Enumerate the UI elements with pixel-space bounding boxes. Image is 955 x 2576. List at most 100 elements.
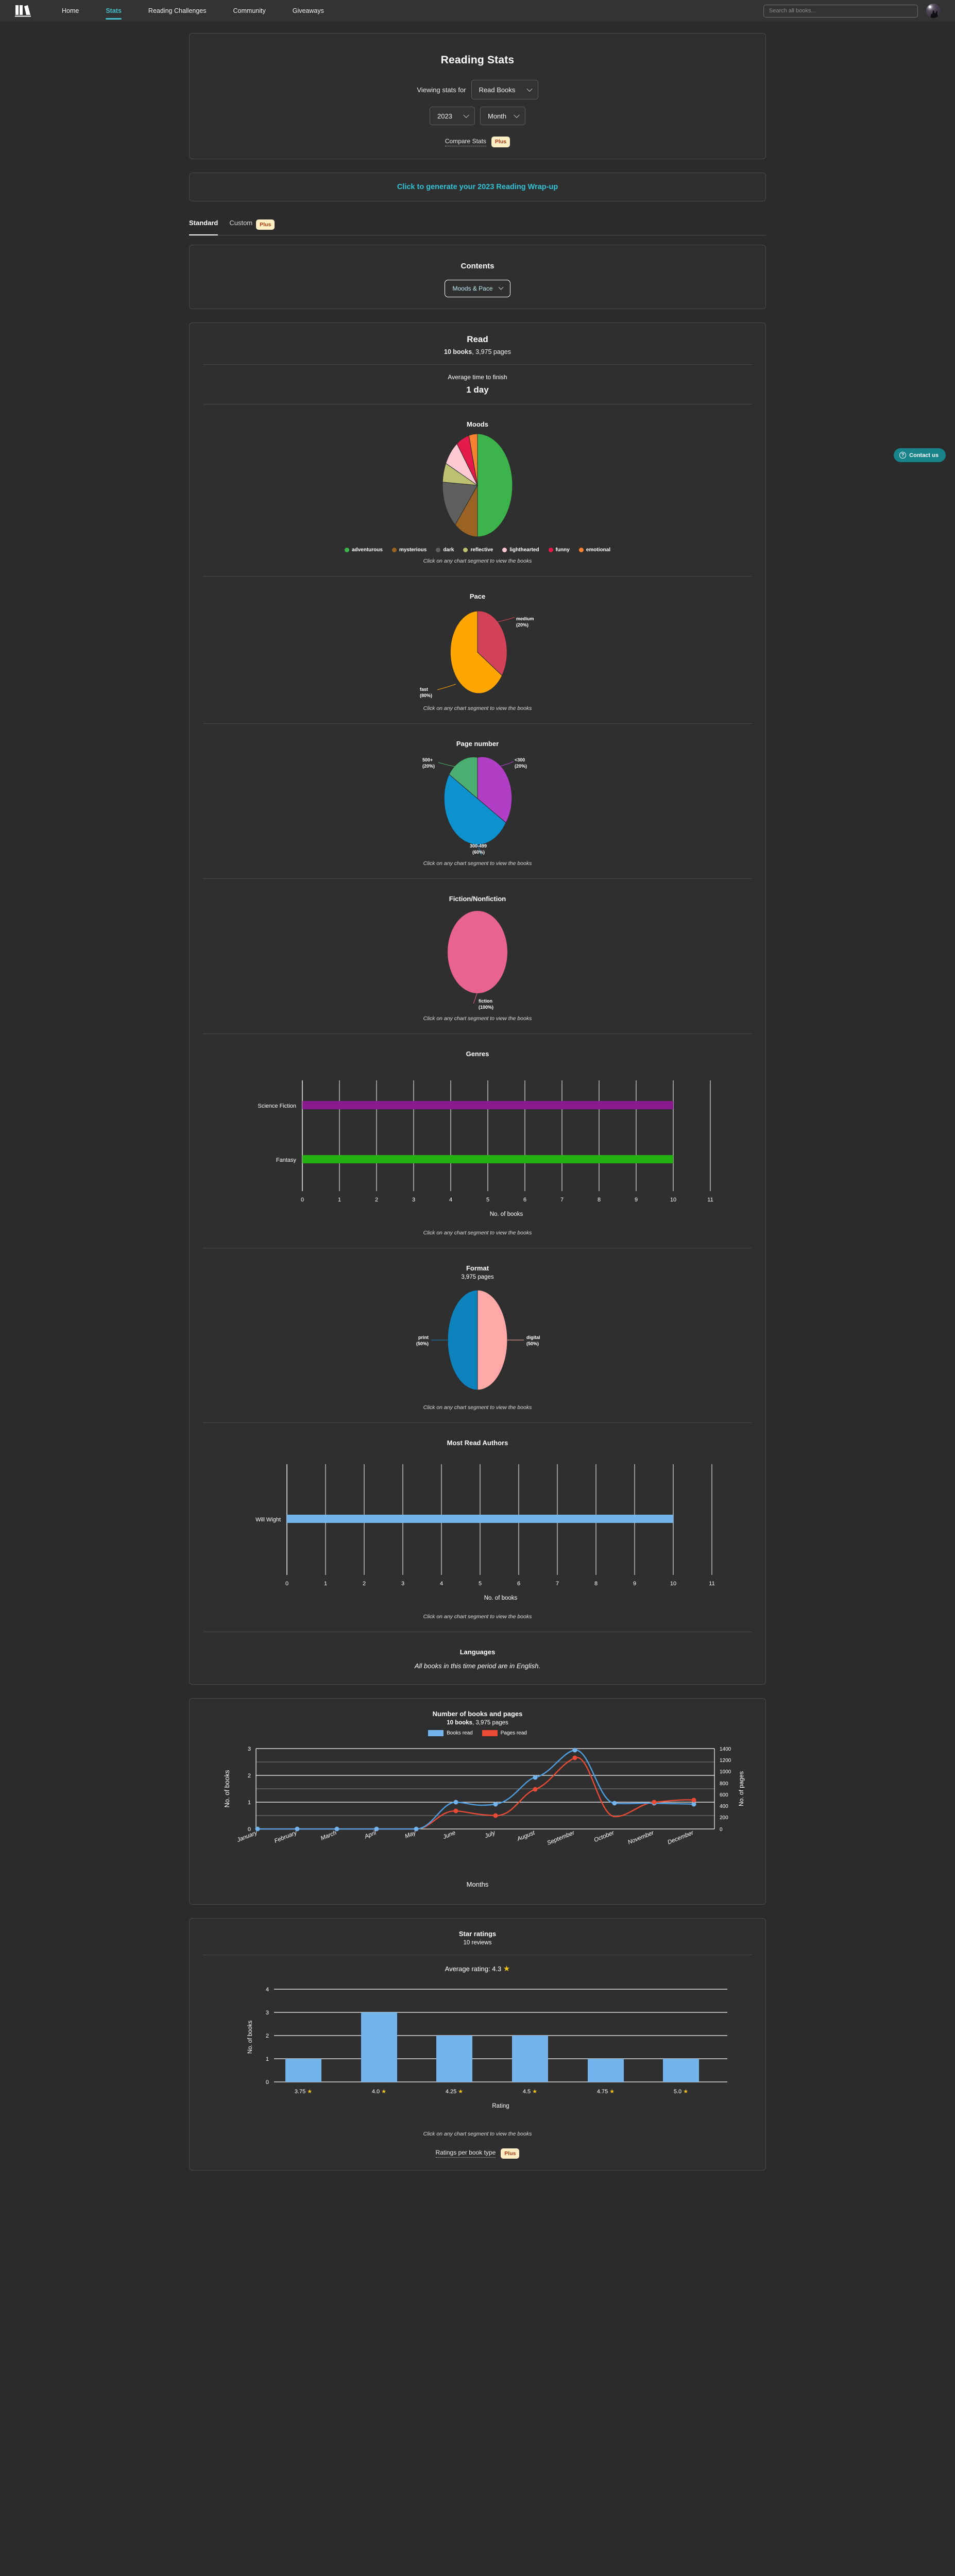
bar-fantasy[interactable] — [302, 1155, 673, 1163]
format-pie-wrap: print (50%) digital (50%) — [203, 1283, 752, 1399]
pie-slice-print[interactable] — [447, 1289, 478, 1391]
legend-item-emotional[interactable]: emotional — [578, 547, 610, 553]
xtick: 0 — [285, 1581, 288, 1587]
point-pages[interactable] — [533, 1787, 538, 1791]
xtick-month: March — [320, 1829, 337, 1841]
pie-slice-digital[interactable] — [477, 1289, 508, 1391]
contents-dropdown[interactable]: Moods & Pace — [445, 279, 510, 297]
pie-slice-fiction[interactable] — [448, 910, 507, 993]
legend-item-funny[interactable]: funny — [548, 547, 570, 553]
bar-rating-3-75[interactable] — [285, 2058, 321, 2082]
point-books[interactable] — [295, 1826, 300, 1831]
pie-slice-adventurous[interactable] — [477, 433, 513, 537]
books-pages-line-chart[interactable]: 3 2 1 0 1400 1200 1000 800 600 400 200 0… — [204, 1738, 751, 1893]
xtick-rating: 4.5 ★ — [523, 2089, 537, 2095]
year-select[interactable]: 2023 — [430, 107, 475, 125]
tab-standard[interactable]: Standard — [189, 219, 218, 235]
xtick-rating: 4.0 ★ — [372, 2089, 386, 2095]
authors-bar-chart[interactable]: Will Wight 0 1 2 3 4 5 6 7 8 9 10 11 No.… — [220, 1449, 735, 1608]
point-pages[interactable] — [572, 1755, 577, 1760]
legend-item-dark[interactable]: dark — [436, 547, 454, 553]
bar-rating-4-5[interactable] — [512, 2035, 548, 2082]
question-circle-icon: ? — [899, 452, 907, 459]
pace-label-medium: medium — [516, 616, 534, 621]
point-books[interactable] — [612, 1801, 617, 1805]
compare-stats-link[interactable]: Compare Stats — [445, 138, 486, 146]
bar-rating-4-75[interactable] — [588, 2058, 624, 2082]
pie-slice-500plus[interactable] — [449, 756, 478, 799]
divider — [203, 1033, 752, 1034]
bar-will-wight[interactable] — [287, 1514, 673, 1523]
nav-item-community[interactable]: Community — [233, 7, 266, 14]
point-books[interactable] — [691, 1802, 696, 1806]
shelf-select[interactable]: Read Books — [471, 80, 538, 99]
avatar-silhouette — [930, 10, 939, 18]
pie-slice-medium[interactable] — [477, 610, 507, 676]
books-pages-yaxis-label: No. of books — [223, 1770, 231, 1807]
pie-slice-fast[interactable] — [450, 610, 503, 693]
plus-badge[interactable]: Plus — [491, 137, 510, 147]
divider — [203, 878, 752, 879]
pie-slice-under300[interactable] — [477, 756, 513, 823]
bar-rating-5-0[interactable] — [663, 2058, 699, 2082]
generate-wrapup-link[interactable]: Click to generate your 2023 Reading Wrap… — [189, 172, 766, 201]
stats-tabs: Standard Custom Plus — [189, 219, 766, 235]
format-chart-title: Format — [466, 1264, 489, 1272]
pie-slice-300-499[interactable] — [444, 773, 506, 845]
xtick: 5 — [486, 1197, 489, 1203]
period-select[interactable]: Month — [480, 107, 525, 125]
format-pie-chart[interactable]: print (50%) digital (50%) — [333, 1283, 622, 1399]
xtick-rating: 5.0 ★ — [674, 2089, 688, 2095]
bar-science-fiction[interactable] — [302, 1100, 673, 1109]
legend-item-pages-read[interactable]: Pages read — [482, 1730, 527, 1736]
point-books[interactable] — [453, 1800, 458, 1804]
tab-custom[interactable]: Custom — [229, 218, 253, 227]
nav-item-home[interactable]: Home — [62, 7, 79, 14]
point-books[interactable] — [493, 1802, 498, 1806]
tab-plus-badge[interactable]: Plus — [256, 219, 275, 230]
point-books[interactable] — [334, 1826, 339, 1831]
legend-item-books-read[interactable]: Books read — [428, 1730, 473, 1736]
user-avatar[interactable] — [926, 4, 941, 18]
point-books[interactable] — [572, 1748, 577, 1752]
point-pages[interactable] — [691, 1798, 696, 1802]
legend-item-adventurous[interactable]: adventurous — [344, 547, 383, 553]
line-pages-read[interactable] — [258, 1756, 694, 1829]
legend-item-reflective[interactable]: reflective — [463, 547, 493, 553]
point-pages[interactable] — [493, 1813, 498, 1818]
pace-pie-chart[interactable]: medium (20%) fast (80%) — [364, 602, 591, 700]
point-pages[interactable] — [652, 1800, 657, 1804]
point-books[interactable] — [255, 1826, 260, 1831]
pie-slice-dark[interactable] — [442, 481, 478, 525]
top-bar-right — [763, 4, 941, 18]
legend-item-lighthearted[interactable]: lighthearted — [502, 547, 539, 553]
nav-item-stats[interactable]: Stats — [92, 0, 135, 22]
point-books[interactable] — [374, 1826, 379, 1831]
star-ratings-xaxis-label: Rating — [492, 2103, 509, 2109]
moods-pie-chart[interactable] — [385, 430, 570, 541]
ratings-per-book-type-link[interactable]: Ratings per book type — [435, 2149, 496, 2158]
nav-item-reading-challenges[interactable]: Reading Challenges — [148, 7, 207, 14]
pie-slice-mysterious[interactable] — [455, 484, 478, 537]
ratings-plus-badge[interactable]: Plus — [501, 2148, 520, 2159]
search-input[interactable] — [763, 4, 918, 18]
site-logo[interactable] — [14, 4, 36, 18]
line-books-read[interactable] — [258, 1749, 694, 1829]
point-pages[interactable] — [453, 1808, 458, 1813]
genres-bar-chart[interactable]: Science Fiction Fantasy 0 1 2 3 4 5 6 7 … — [220, 1060, 735, 1225]
fiction-pie-chart[interactable]: fiction (100%) — [364, 905, 591, 1010]
nav-item-giveaways[interactable]: Giveaways — [292, 7, 324, 14]
legend-item-mysterious[interactable]: mysterious — [391, 547, 427, 553]
xtick: 7 — [560, 1197, 564, 1203]
contact-us-button[interactable]: ? Contact us — [894, 448, 946, 462]
legend-label: funny — [555, 547, 570, 553]
point-books[interactable] — [414, 1826, 419, 1831]
page-number-pie-chart[interactable]: <300 (20%) 500+ (20%) 300-499 (60%) — [364, 750, 591, 855]
bar-rating-4-25[interactable] — [436, 2035, 472, 2082]
authors-chart-wrap: Will Wight 0 1 2 3 4 5 6 7 8 9 10 11 No.… — [203, 1449, 752, 1608]
star-ratings-bar-chart[interactable]: 4 3 2 1 0 No. of books 3.75 ★ 4.0 ★ — [220, 1976, 735, 2126]
legend-swatch-icon — [482, 1730, 498, 1736]
bar-rating-4-0[interactable] — [361, 2012, 397, 2082]
point-books[interactable] — [533, 1775, 538, 1780]
pie-slice-emotional[interactable] — [468, 433, 478, 485]
